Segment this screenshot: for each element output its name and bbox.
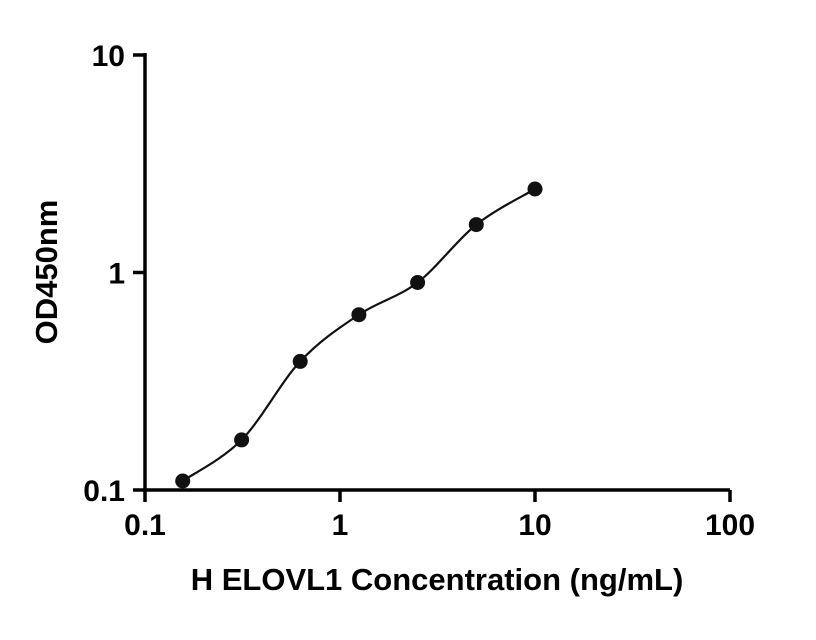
data-point: [410, 275, 426, 290]
x-axis-title: H ELOVL1 Concentration (ng/mL): [191, 562, 684, 597]
data-point: [527, 181, 543, 197]
data-point: [351, 307, 367, 323]
x-tick-label: 1: [332, 509, 349, 542]
plot-area: 0.1 1 10 100 0.1 1 10: [83, 40, 755, 542]
data-point: [175, 473, 191, 489]
y-axis-title: OD450nm: [29, 200, 64, 345]
y-tick-label: 10: [92, 40, 125, 73]
data-point: [468, 217, 484, 233]
x-tick-label: 0.1: [124, 509, 166, 542]
y-tick-label: 0.1: [83, 475, 125, 508]
x-tick-label: 100: [705, 509, 755, 542]
data-point: [292, 353, 308, 369]
y-tick-label: 1: [108, 258, 125, 291]
x-tick-label: 10: [518, 509, 551, 542]
data-point: [234, 432, 250, 448]
